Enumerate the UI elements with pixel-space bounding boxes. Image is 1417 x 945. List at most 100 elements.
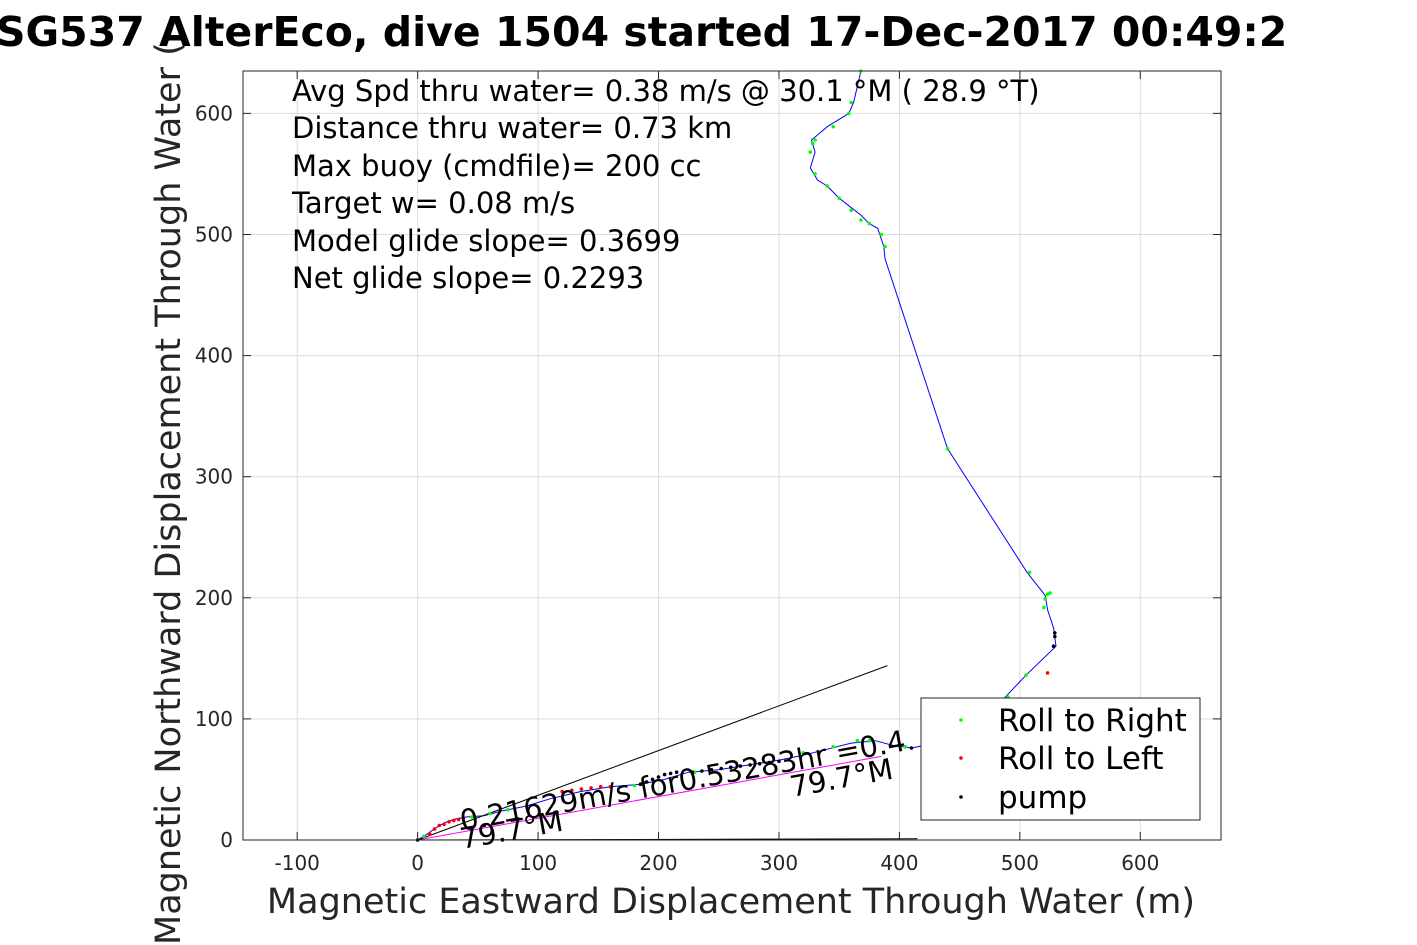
point-pump-1 [638, 782, 643, 787]
legend-label-pump: pump [998, 780, 1087, 816]
point-roll-to-left-2 [437, 823, 442, 828]
point-pump-17 [777, 759, 781, 764]
point-roll-to-left-0 [427, 832, 432, 836]
plot-frame [242, 70, 1222, 841]
point-roll-to-right-25 [859, 218, 863, 222]
annotation-net-glide: Net glide slope= 0.2293 [292, 261, 644, 295]
point-pump-6 [668, 771, 673, 776]
point-pump-8 [690, 770, 695, 774]
point-roll-to-right-12 [903, 745, 908, 749]
point-pump-5 [662, 772, 667, 777]
point-roll-to-right-0 [421, 834, 426, 839]
point-roll-to-right-19 [1048, 591, 1052, 595]
x-tick-label-5: 400 [880, 851, 918, 875]
point-pump-3 [650, 777, 655, 782]
y-tick-label-1: 100 [195, 707, 233, 731]
legend-label-roll-left: Roll to Left [998, 741, 1164, 777]
point-roll-to-right-28 [825, 184, 829, 188]
point-roll-to-left-4 [447, 820, 451, 824]
annotation-avg-speed: Avg Spd thru water= 0.38 m/s @ 30.1 °M (… [292, 74, 1040, 108]
point-pump-23 [1053, 631, 1057, 635]
point-pump-7 [674, 770, 679, 774]
point-roll-to-right-26 [849, 208, 853, 213]
point-roll-to-right-24 [867, 221, 872, 226]
point-roll-to-left-8 [560, 789, 564, 794]
annotation-target-w: Target w= 0.08 m/s [291, 186, 575, 220]
point-pump-4 [656, 775, 661, 779]
annotation-distance: Distance thru water= 0.73 km [292, 111, 732, 145]
point-pump-21 [1051, 644, 1056, 648]
point-roll-to-left-7 [461, 816, 466, 820]
y-tick-label-5: 500 [195, 222, 233, 246]
legend-marker-roll-left [959, 756, 963, 760]
point-roll-to-right-31 [810, 141, 815, 146]
annotation-block: Avg Spd thru water= 0.38 m/s @ 30.1 °M (… [291, 74, 1040, 295]
point-pump-16 [767, 760, 772, 765]
legend-marker-pump [959, 795, 963, 799]
x-tick-label-0: -100 [275, 851, 320, 875]
point-roll-to-right-27 [837, 196, 841, 200]
point-roll-to-right-21 [945, 447, 950, 451]
point-roll-to-right-30 [808, 150, 813, 154]
annotation-max-buoy: Max buoy (cmdfile)= 200 cc [292, 149, 701, 183]
annotation-model-glide: Model glide slope= 0.3699 [292, 224, 680, 258]
legend-label-roll-right: Roll to Right [998, 703, 1187, 739]
point-roll-to-left-5 [452, 818, 456, 823]
point-pump-2 [644, 780, 649, 784]
legend-marker-roll-right [959, 718, 963, 722]
x-tick-label-7: 600 [1121, 851, 1159, 875]
x-axis-label: Magnetic Eastward Displacement Through W… [267, 882, 1195, 922]
point-roll-to-right-32 [813, 138, 817, 142]
point-roll-to-right-11 [867, 738, 872, 743]
legend: Roll to Right Roll to Left pump [920, 697, 1201, 821]
point-pump-13 [738, 764, 743, 768]
legend-box [920, 697, 1201, 821]
point-roll-to-left-6 [456, 817, 461, 822]
point-pump-11 [719, 766, 723, 771]
y-tick-label-4: 400 [195, 344, 233, 368]
x-tick-label-3: 200 [639, 851, 677, 875]
x-tick-label-1: 0 [411, 851, 424, 875]
axis-ticks: -100 0 100 200 300 400 500 600 0 100 200 300 400 500 6… [195, 71, 1221, 875]
point-roll-to-left-1 [432, 827, 437, 831]
point-roll-to-left-3 [442, 822, 446, 827]
point-roll-to-right-29 [813, 172, 817, 176]
y-tick-label-0: 0 [220, 828, 233, 852]
point-roll-to-left-13 [608, 784, 613, 789]
series-line-depth-average-current [417, 755, 882, 841]
point-roll-to-left-12 [598, 784, 603, 789]
chart-title: SG537 AlterEco, dive 1504 started 17-Dec… [0, 8, 1287, 56]
point-roll-to-right-20 [1027, 570, 1032, 575]
point-roll-to-right-15 [1024, 673, 1028, 678]
point-roll-to-left-14 [1045, 671, 1050, 675]
point-roll-to-right-35 [849, 100, 853, 105]
point-roll-to-right-7 [753, 761, 757, 766]
x-tick-label-6: 500 [1001, 851, 1039, 875]
y-tick-label-2: 200 [195, 586, 233, 610]
point-pump-9 [700, 769, 704, 773]
point-roll-to-right-2 [488, 811, 492, 816]
point-roll-to-right-22 [883, 244, 887, 249]
point-roll-to-right-33 [831, 124, 835, 129]
point-roll-to-right-1 [470, 815, 474, 819]
point-roll-to-right-8 [801, 751, 805, 755]
series-line-glide-direction [417, 665, 888, 841]
point-roll-to-right-10 [855, 738, 860, 743]
point-roll-to-left-11 [589, 786, 593, 790]
point-pump-14 [748, 763, 752, 767]
point-roll-to-left-9 [570, 788, 574, 793]
point-roll-to-right-16 [1042, 605, 1046, 610]
point-roll-to-right-9 [831, 745, 835, 749]
y-tick-label-6: 600 [195, 101, 233, 125]
y-axis-label: Magnetic Northward Displacement Through … [149, 42, 189, 945]
point-roll-to-right-34 [847, 111, 851, 116]
point-pump-10 [709, 768, 714, 772]
point-pump-18 [909, 746, 914, 750]
point-pump-22 [1053, 634, 1057, 639]
x-tick-label-2: 100 [519, 851, 557, 875]
point-roll-to-right-17 [1043, 597, 1047, 601]
point-pump-12 [729, 765, 733, 770]
point-roll-to-right-3 [506, 807, 510, 812]
point-roll-to-right-4 [632, 783, 637, 788]
